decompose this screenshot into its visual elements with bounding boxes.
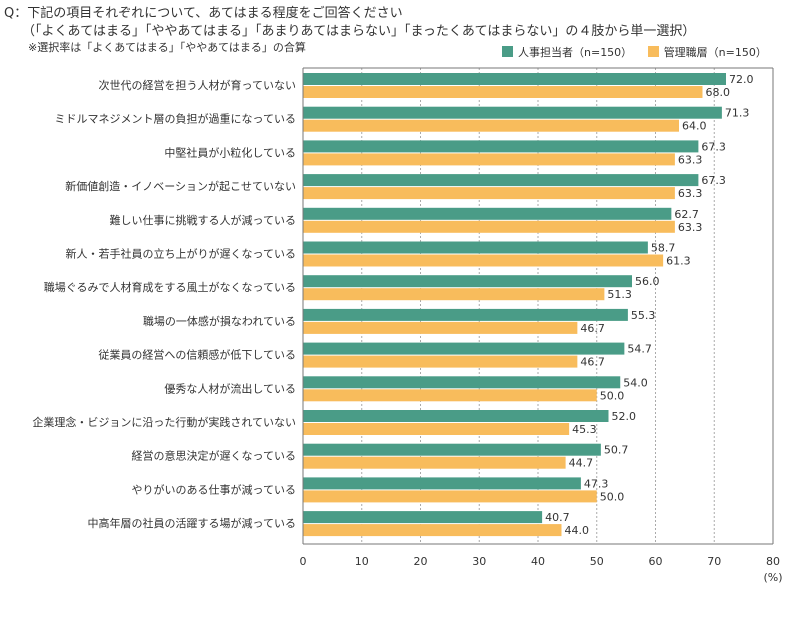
bar-series1-3 <box>303 174 699 187</box>
data-label-series1-7: 55.3 <box>631 309 656 322</box>
data-label-series2-7: 46.7 <box>580 322 605 335</box>
bar-series1-0 <box>303 73 726 85</box>
x-tick-label-50: 50 <box>590 555 604 568</box>
data-label-series1-0: 72.0 <box>729 73 754 86</box>
bar-series1-8 <box>303 342 625 355</box>
legend-swatch-series1 <box>502 46 513 57</box>
bar-series2-10 <box>303 423 570 435</box>
category-label-1: ミドルマネジメント層の負担が過重になっている <box>55 112 296 126</box>
data-label-series2-11: 44.7 <box>569 457 594 470</box>
bar-series1-10 <box>303 410 609 422</box>
legend-item-series1: 人事担当者（n=150） <box>502 44 632 60</box>
bar-series2-12 <box>303 490 597 503</box>
category-label-8: 従業員の経営への信頼感が低下している <box>98 348 296 362</box>
x-tick-label-40: 40 <box>531 555 545 568</box>
data-label-series1-1: 71.3 <box>725 107 750 120</box>
data-label-series1-12: 47.3 <box>584 477 609 490</box>
category-label-12: やりがいのある仕事が減っている <box>132 482 296 496</box>
category-label-9: 優秀な人材が流出している <box>164 381 296 395</box>
bar-series2-9 <box>303 389 597 402</box>
data-label-series2-6: 51.3 <box>607 288 632 301</box>
data-label-series2-9: 50.0 <box>600 389 625 402</box>
x-axis-unit: (%) <box>763 571 782 584</box>
x-tick-label-80: 80 <box>766 555 780 568</box>
legend-label-series2: 管理職層（n=150） <box>663 46 767 59</box>
chart-legend: 人事担当者（n=150） 管理職層（n=150） <box>502 44 779 60</box>
data-label-series2-2: 63.3 <box>678 153 703 166</box>
category-label-10: 企業理念・ビジョンに沿った行動が実践されていない <box>32 415 296 429</box>
data-label-series2-10: 45.3 <box>572 423 597 436</box>
bar-series2-13 <box>303 524 562 537</box>
legend-swatch-series2 <box>647 46 659 57</box>
category-label-13: 中高年層の社員の活躍する場が減っている <box>88 516 296 530</box>
legend-item-series2: 管理職層（n=150） <box>647 44 767 60</box>
category-label-6: 職場ぐるみで人材育成をする風土がなくなっている <box>44 280 296 294</box>
x-tick-label-70: 70 <box>707 555 721 568</box>
category-label-2: 中堅社員が小粒化している <box>164 145 296 159</box>
bar-series1-9 <box>303 376 621 389</box>
bar-series1-1 <box>303 106 722 119</box>
x-tick-label-10: 10 <box>355 555 369 568</box>
data-label-series1-13: 40.7 <box>545 511 570 524</box>
data-label-series2-8: 46.7 <box>580 356 605 369</box>
bar-series2-7 <box>303 321 578 334</box>
data-label-series2-4: 63.3 <box>678 221 703 234</box>
data-label-series1-2: 67.3 <box>701 140 726 153</box>
bar-series1-2 <box>303 140 699 153</box>
category-label-4: 難しい仕事に挑戦する人が減っている <box>110 213 296 227</box>
bar-series2-11 <box>303 456 566 469</box>
category-label-3: 新価値創造・イノベーションが起こせていない <box>65 179 296 193</box>
bar-series1-12 <box>303 477 581 490</box>
data-label-series2-0: 68.0 <box>706 86 731 99</box>
bar-series2-2 <box>303 153 675 166</box>
bar-series2-5 <box>303 254 664 267</box>
question-options: （「よくあてはまる」「ややあてはまる」「あまりあてはまらない」「まったくあてはま… <box>22 24 696 39</box>
bar-series1-5 <box>303 241 648 254</box>
bar-series2-0 <box>303 86 703 98</box>
bar-series2-1 <box>303 119 679 132</box>
legend-label-series1: 人事担当者（n=150） <box>518 46 633 59</box>
x-tick-label-20: 20 <box>414 555 428 568</box>
question-note: ※選択率は「よくあてはまる」「ややあてはまる」の合算 <box>28 41 306 54</box>
question-title: Q：下記の項目それぞれについて、あてはまる程度をご回答ください <box>4 6 403 21</box>
bar-series1-11 <box>303 443 601 456</box>
bar-series1-7 <box>303 308 628 321</box>
data-label-series2-1: 64.0 <box>682 120 707 133</box>
data-label-series1-8: 54.7 <box>627 343 652 356</box>
bar-series2-6 <box>303 288 605 301</box>
data-label-series2-13: 44.0 <box>565 524 590 537</box>
category-label-11: 経営の意思決定が遅くなっている <box>132 449 296 463</box>
bar-series1-4 <box>303 207 672 220</box>
data-label-series2-12: 50.0 <box>600 490 625 503</box>
data-label-series1-11: 50.7 <box>604 444 629 457</box>
category-label-0: 次世代の経営を担う人材が育っていない <box>99 78 296 92</box>
bar-series2-3 <box>303 187 675 200</box>
data-label-series1-3: 67.3 <box>701 174 726 187</box>
data-label-series1-6: 56.0 <box>635 275 660 288</box>
data-label-series2-5: 61.3 <box>666 255 691 268</box>
bar-series2-8 <box>303 355 578 368</box>
data-label-series1-5: 58.7 <box>651 242 676 255</box>
data-label-series1-4: 62.7 <box>674 208 699 221</box>
data-label-series2-3: 63.3 <box>678 187 703 200</box>
category-label-5: 新人・若手社員の立ち上がりが遅くなっている <box>66 247 296 261</box>
bar-series2-4 <box>303 220 675 233</box>
data-label-series1-10: 52.0 <box>612 410 637 423</box>
data-label-series1-9: 54.0 <box>623 376 648 389</box>
x-tick-label-0: 0 <box>300 555 307 568</box>
bar-series1-13 <box>303 511 543 524</box>
bar-series1-6 <box>303 275 632 288</box>
x-tick-label-60: 60 <box>649 555 663 568</box>
x-tick-label-30: 30 <box>472 555 486 568</box>
category-label-7: 職場の一体感が損なわれている <box>143 314 296 328</box>
